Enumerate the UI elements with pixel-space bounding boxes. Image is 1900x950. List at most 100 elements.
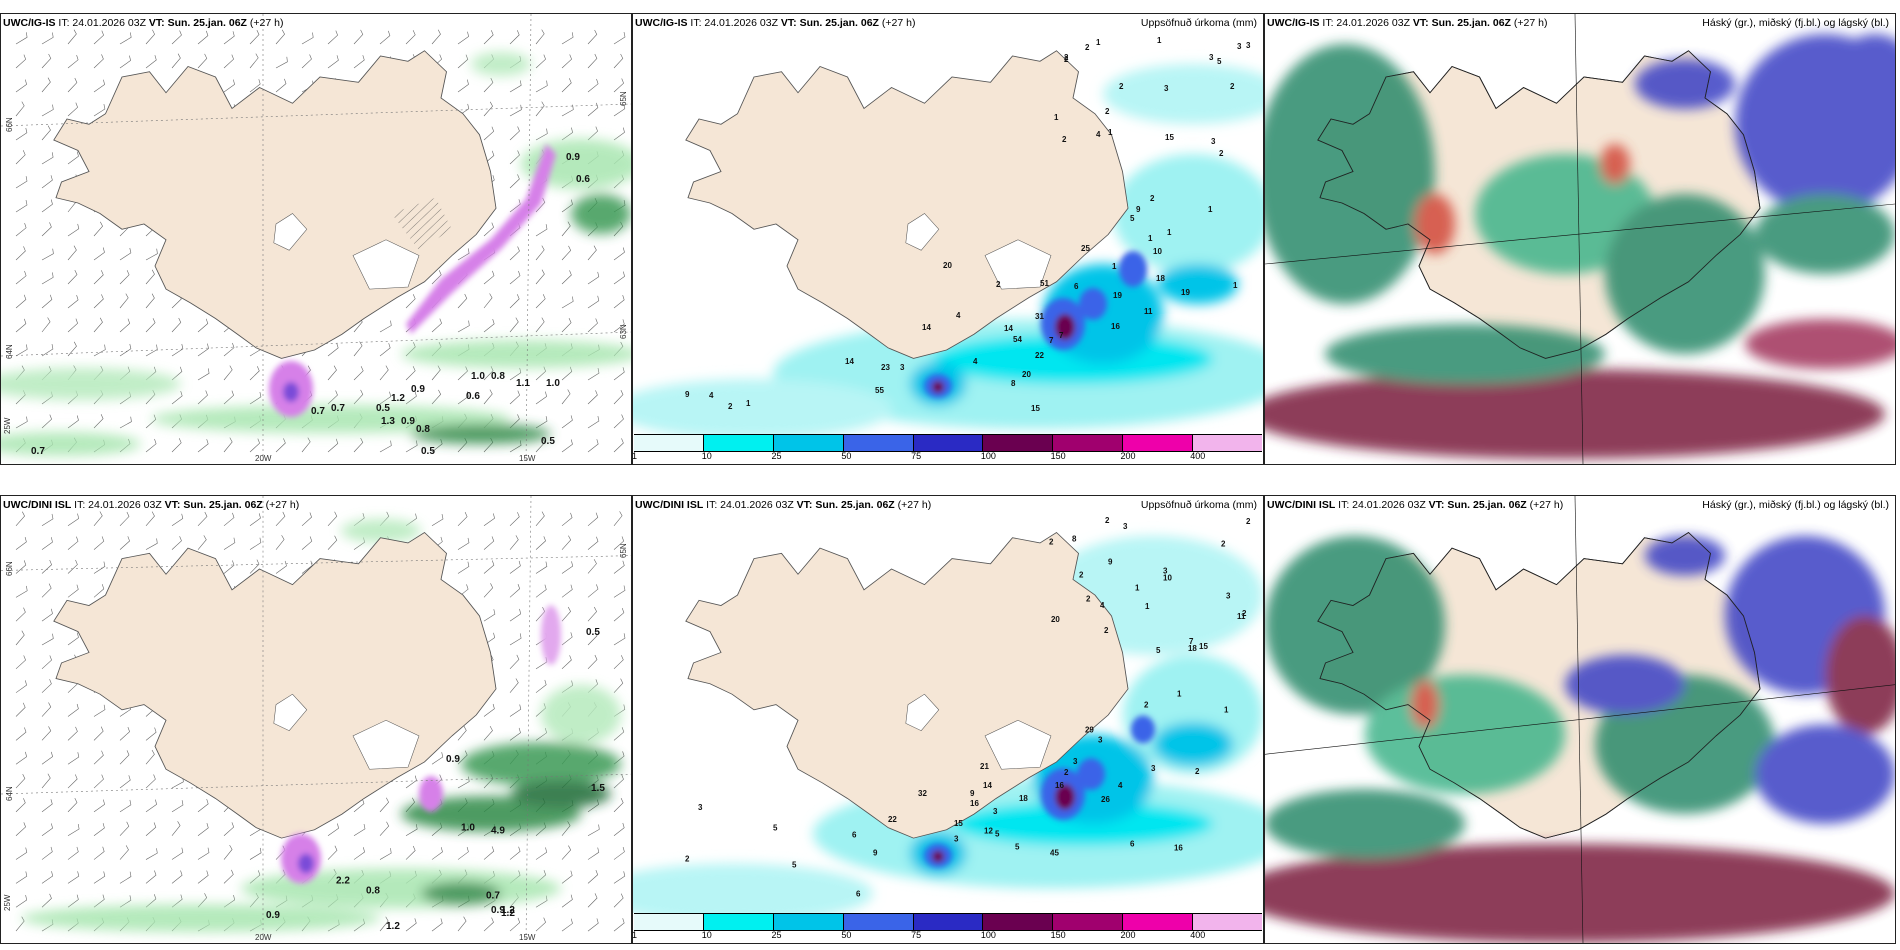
wind-barb	[145, 848, 158, 860]
wind-barb	[145, 749, 155, 765]
wind-barb	[587, 654, 598, 670]
wind-barb	[67, 871, 80, 884]
precip-value-label: 3	[1226, 591, 1231, 600]
precip-value-label: 20	[1022, 370, 1031, 379]
wind-barb	[613, 560, 625, 574]
wind-speed-label: 0.9	[266, 910, 280, 921]
wind-barb	[41, 53, 52, 69]
wind-barb	[353, 29, 364, 45]
wind-barb	[353, 437, 364, 453]
wind-speed-label: 0.7	[31, 446, 45, 457]
wind-barb	[613, 319, 625, 333]
wind-barb	[15, 655, 26, 670]
init-time: IT: 24.01.2026 03Z	[74, 499, 162, 511]
wind-barb	[405, 366, 416, 381]
precip-value-label: 18	[1019, 794, 1028, 803]
wind-barb	[509, 704, 522, 717]
wind-barb	[561, 512, 573, 527]
precip-value-label: 51	[1040, 279, 1049, 288]
wind-barb	[457, 846, 469, 860]
precip-value-label: 5	[1156, 646, 1161, 655]
wind-barb	[171, 800, 184, 813]
wind-barb	[15, 798, 26, 813]
wind-barb	[509, 317, 519, 333]
legend-swatch	[913, 435, 984, 451]
precip-value-label: 3	[1164, 84, 1169, 93]
wind-barb	[223, 31, 235, 45]
legend-tick: 1	[632, 930, 638, 940]
precip-value-label: 3	[1163, 567, 1168, 576]
model-name: UWC/IG-IS	[1267, 17, 1320, 29]
precip-value-label: 2	[1105, 107, 1110, 116]
wind-barb	[535, 294, 546, 309]
precip-value-label: 1	[1145, 602, 1150, 611]
wind-barb	[41, 272, 54, 285]
legend-swatch	[913, 914, 984, 930]
wind-barb	[587, 368, 600, 381]
wind-barb	[535, 80, 548, 93]
wind-barb	[509, 535, 519, 550]
lon-label: 20W	[255, 454, 272, 463]
wind-barb	[509, 294, 520, 309]
wind-speed-label: 1.0	[546, 378, 560, 389]
wind-barb	[119, 750, 130, 765]
wind-barb	[67, 29, 77, 45]
legend-swatch	[983, 914, 1054, 930]
lead-time: (+27 h)	[881, 17, 916, 29]
wind-barb	[431, 847, 443, 860]
wind-barb	[353, 366, 364, 381]
wind-barb	[457, 366, 468, 381]
precip-value-label: 8	[1011, 379, 1016, 388]
wind-barb	[197, 30, 209, 45]
wind-barb	[93, 704, 106, 717]
wind-barb	[15, 607, 26, 622]
wind-barb	[535, 607, 546, 622]
wind-barb	[145, 318, 156, 333]
precip-value-label: 19	[1181, 288, 1190, 297]
precip-value-label: 2	[1086, 594, 1091, 603]
wind-barb	[197, 511, 208, 527]
wind-barb	[223, 365, 233, 381]
precip-value-label: 2	[1079, 570, 1084, 579]
wind-speed-label: 0.7	[311, 406, 325, 417]
lat-label: 64N	[5, 344, 14, 359]
wind-barb	[93, 294, 104, 309]
valid-time: Sun. 25.jan. 06Z	[167, 17, 247, 29]
wind-barb	[67, 846, 79, 860]
wind-barb	[535, 416, 548, 429]
wind-barb	[509, 414, 520, 429]
wind-barb	[119, 55, 131, 69]
wind-barb	[119, 293, 129, 309]
wind-barb	[561, 54, 572, 69]
wind-barb	[249, 29, 260, 45]
precip-value-label: 7	[1189, 637, 1194, 646]
wind-barb	[457, 79, 469, 93]
wind-barb	[561, 32, 574, 45]
precip-value-label: 15	[954, 819, 963, 828]
snow-fields	[269, 144, 556, 417]
wind-barb	[457, 776, 470, 789]
wind-barb	[613, 678, 624, 693]
wind-barb	[145, 774, 156, 789]
wind-barb	[93, 750, 104, 765]
wind-barb	[405, 440, 418, 453]
wind-barb	[483, 366, 494, 381]
precip-value-label: 15	[1165, 133, 1174, 142]
precip-value-label: 6	[852, 831, 857, 840]
wind-barb	[613, 127, 625, 141]
wind-barb	[223, 437, 233, 453]
wind-barb	[197, 368, 210, 381]
precip-value-label: 31	[1035, 312, 1044, 321]
wind-barb	[93, 104, 106, 117]
wind-barb	[535, 224, 548, 237]
wind-speed-label: 1.2	[501, 905, 515, 916]
wind-barb	[67, 559, 78, 574]
wind-barb	[249, 53, 259, 69]
wind-barb	[93, 414, 104, 429]
wind-barb	[483, 319, 495, 333]
wind-barb	[15, 537, 27, 550]
wind-barb	[353, 798, 365, 813]
wind-barb	[93, 270, 104, 285]
wind-barb	[93, 799, 105, 813]
wind-barb	[509, 560, 521, 574]
